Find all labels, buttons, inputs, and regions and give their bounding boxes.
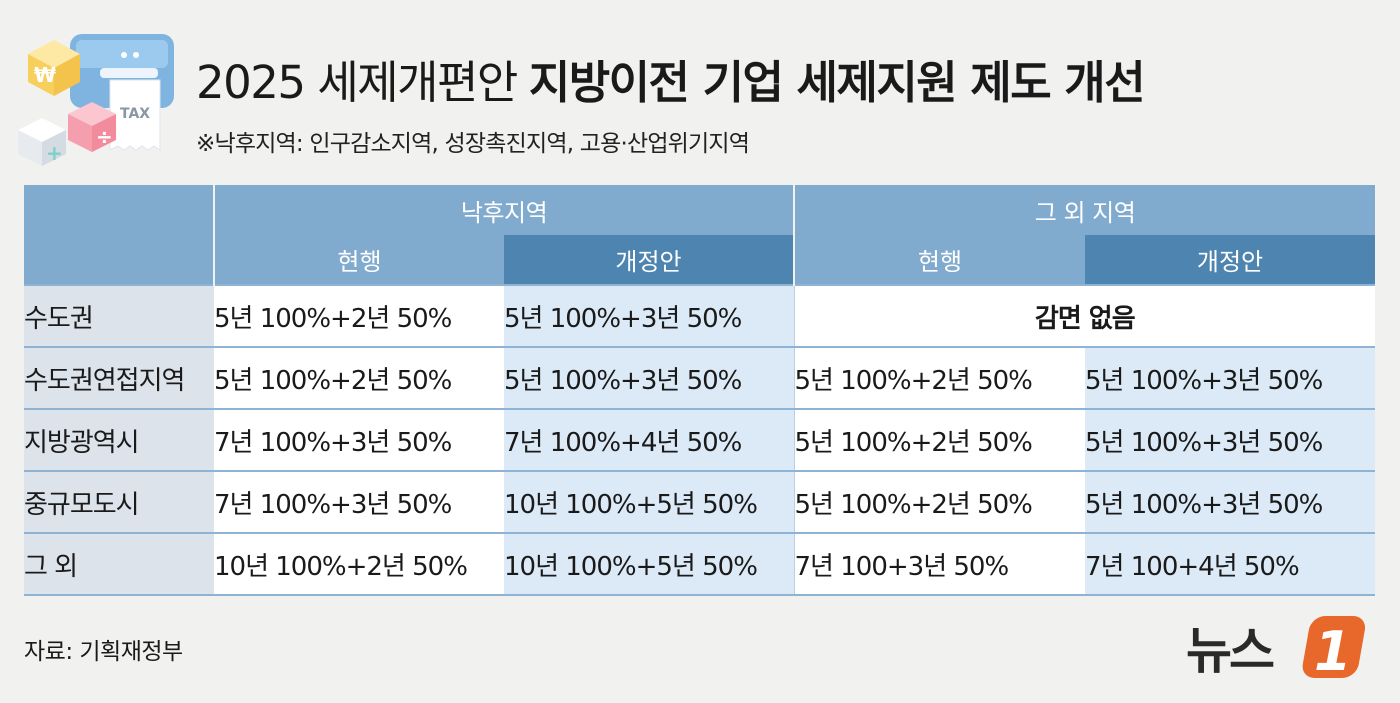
source-note: 자료: 기획재정부 [24,639,183,665]
tax-support-table: 낙후지역 그 외 지역 현행 개정안 현행 개정안 수도권 5년 100%+2년… [24,185,1376,596]
group-header-lagging: 낙후지역 [212,185,795,235]
cell-other-current: 5년 100%+2년 50% [793,470,1086,533]
cell-lag-current: 7년 100%+3년 50% [214,408,504,471]
logo-mark: 1 [1314,620,1352,682]
subheader-lag-revised: 개정안 [504,235,795,285]
region-label: 수도권연접지역 [24,346,214,409]
subheader-other-revised: 개정안 [1085,235,1376,285]
table-row: 중규모도시 7년 100%+3년 50% 10년 100%+5년 50% 5년 … [24,470,1376,533]
cell-lag-revised: 10년 100%+5년 50% [504,470,795,533]
cell-other-current: 5년 100%+2년 50% [793,346,1086,409]
cell-other-merged: 감면 없음 [793,284,1376,347]
cell-other-revised: 5년 100%+3년 50% [1085,346,1376,409]
tax-label: TAX [120,106,150,122]
table-row: 그 외 10년 100%+2년 50% 10년 100%+5년 50% 7년 1… [24,532,1376,596]
subheader-lag-current: 현행 [213,235,504,285]
cell-other-revised: 5년 100%+3년 50% [1085,408,1376,471]
table-row: 지방광역시 7년 100%+3년 50% 7년 100%+4년 50% 5년 1… [24,408,1376,471]
svg-text:₩: ₩ [34,63,56,87]
cell-lag-revised: 5년 100%+3년 50% [504,284,795,347]
region-label: 중규모도시 [24,470,214,533]
cell-lag-revised: 5년 100%+3년 50% [504,346,795,409]
table-row: 수도권 5년 100%+2년 50% 5년 100%+3년 50% 감면 없음 [24,284,1376,347]
title-light: 2025 세제개편안 [196,56,518,109]
table-row: 수도권연접지역 5년 100%+2년 50% 5년 100%+3년 50% 5년… [24,346,1376,409]
cell-other-revised: 7년 100+4년 50% [1085,532,1376,596]
cell-lag-current: 7년 100%+3년 50% [214,470,504,533]
subheader-other-current: 현행 [793,235,1086,285]
cell-lag-current: 5년 100%+2년 50% [214,346,504,409]
cell-other-current: 7년 100+3년 50% [793,532,1086,596]
subtitle-note: ※낙후지역: 인구감소지역, 성장촉진지역, 고용·산업위기지역 [196,131,750,157]
news1-logo: 뉴스 1 [1186,616,1366,682]
cell-lag-revised: 7년 100%+4년 50% [504,408,795,471]
region-label: 지방광역시 [24,408,214,471]
svg-text:÷: ÷ [96,125,113,149]
cell-other-current: 5년 100%+2년 50% [793,408,1086,471]
group-header-other: 그 외 지역 [793,185,1376,235]
tax-illustration: TAX ₩ ÷ + [18,34,174,166]
logo-text: 뉴스 [1186,622,1274,680]
header-corner [24,185,214,285]
cell-lag-current: 10년 100%+2년 50% [214,532,504,596]
cell-other-revised: 5년 100%+3년 50% [1085,470,1376,533]
cell-lag-revised: 10년 100%+5년 50% [504,532,795,596]
page-title: 2025 세제개편안 지방이전 기업 세제지원 제도 개선 [196,46,1146,111]
title-bold: 지방이전 기업 세제지원 제도 개선 [528,56,1146,109]
region-label: 수도권 [24,284,214,347]
cell-lag-current: 5년 100%+2년 50% [214,284,504,347]
region-label: 그 외 [24,532,214,596]
svg-text:+: + [46,141,63,165]
